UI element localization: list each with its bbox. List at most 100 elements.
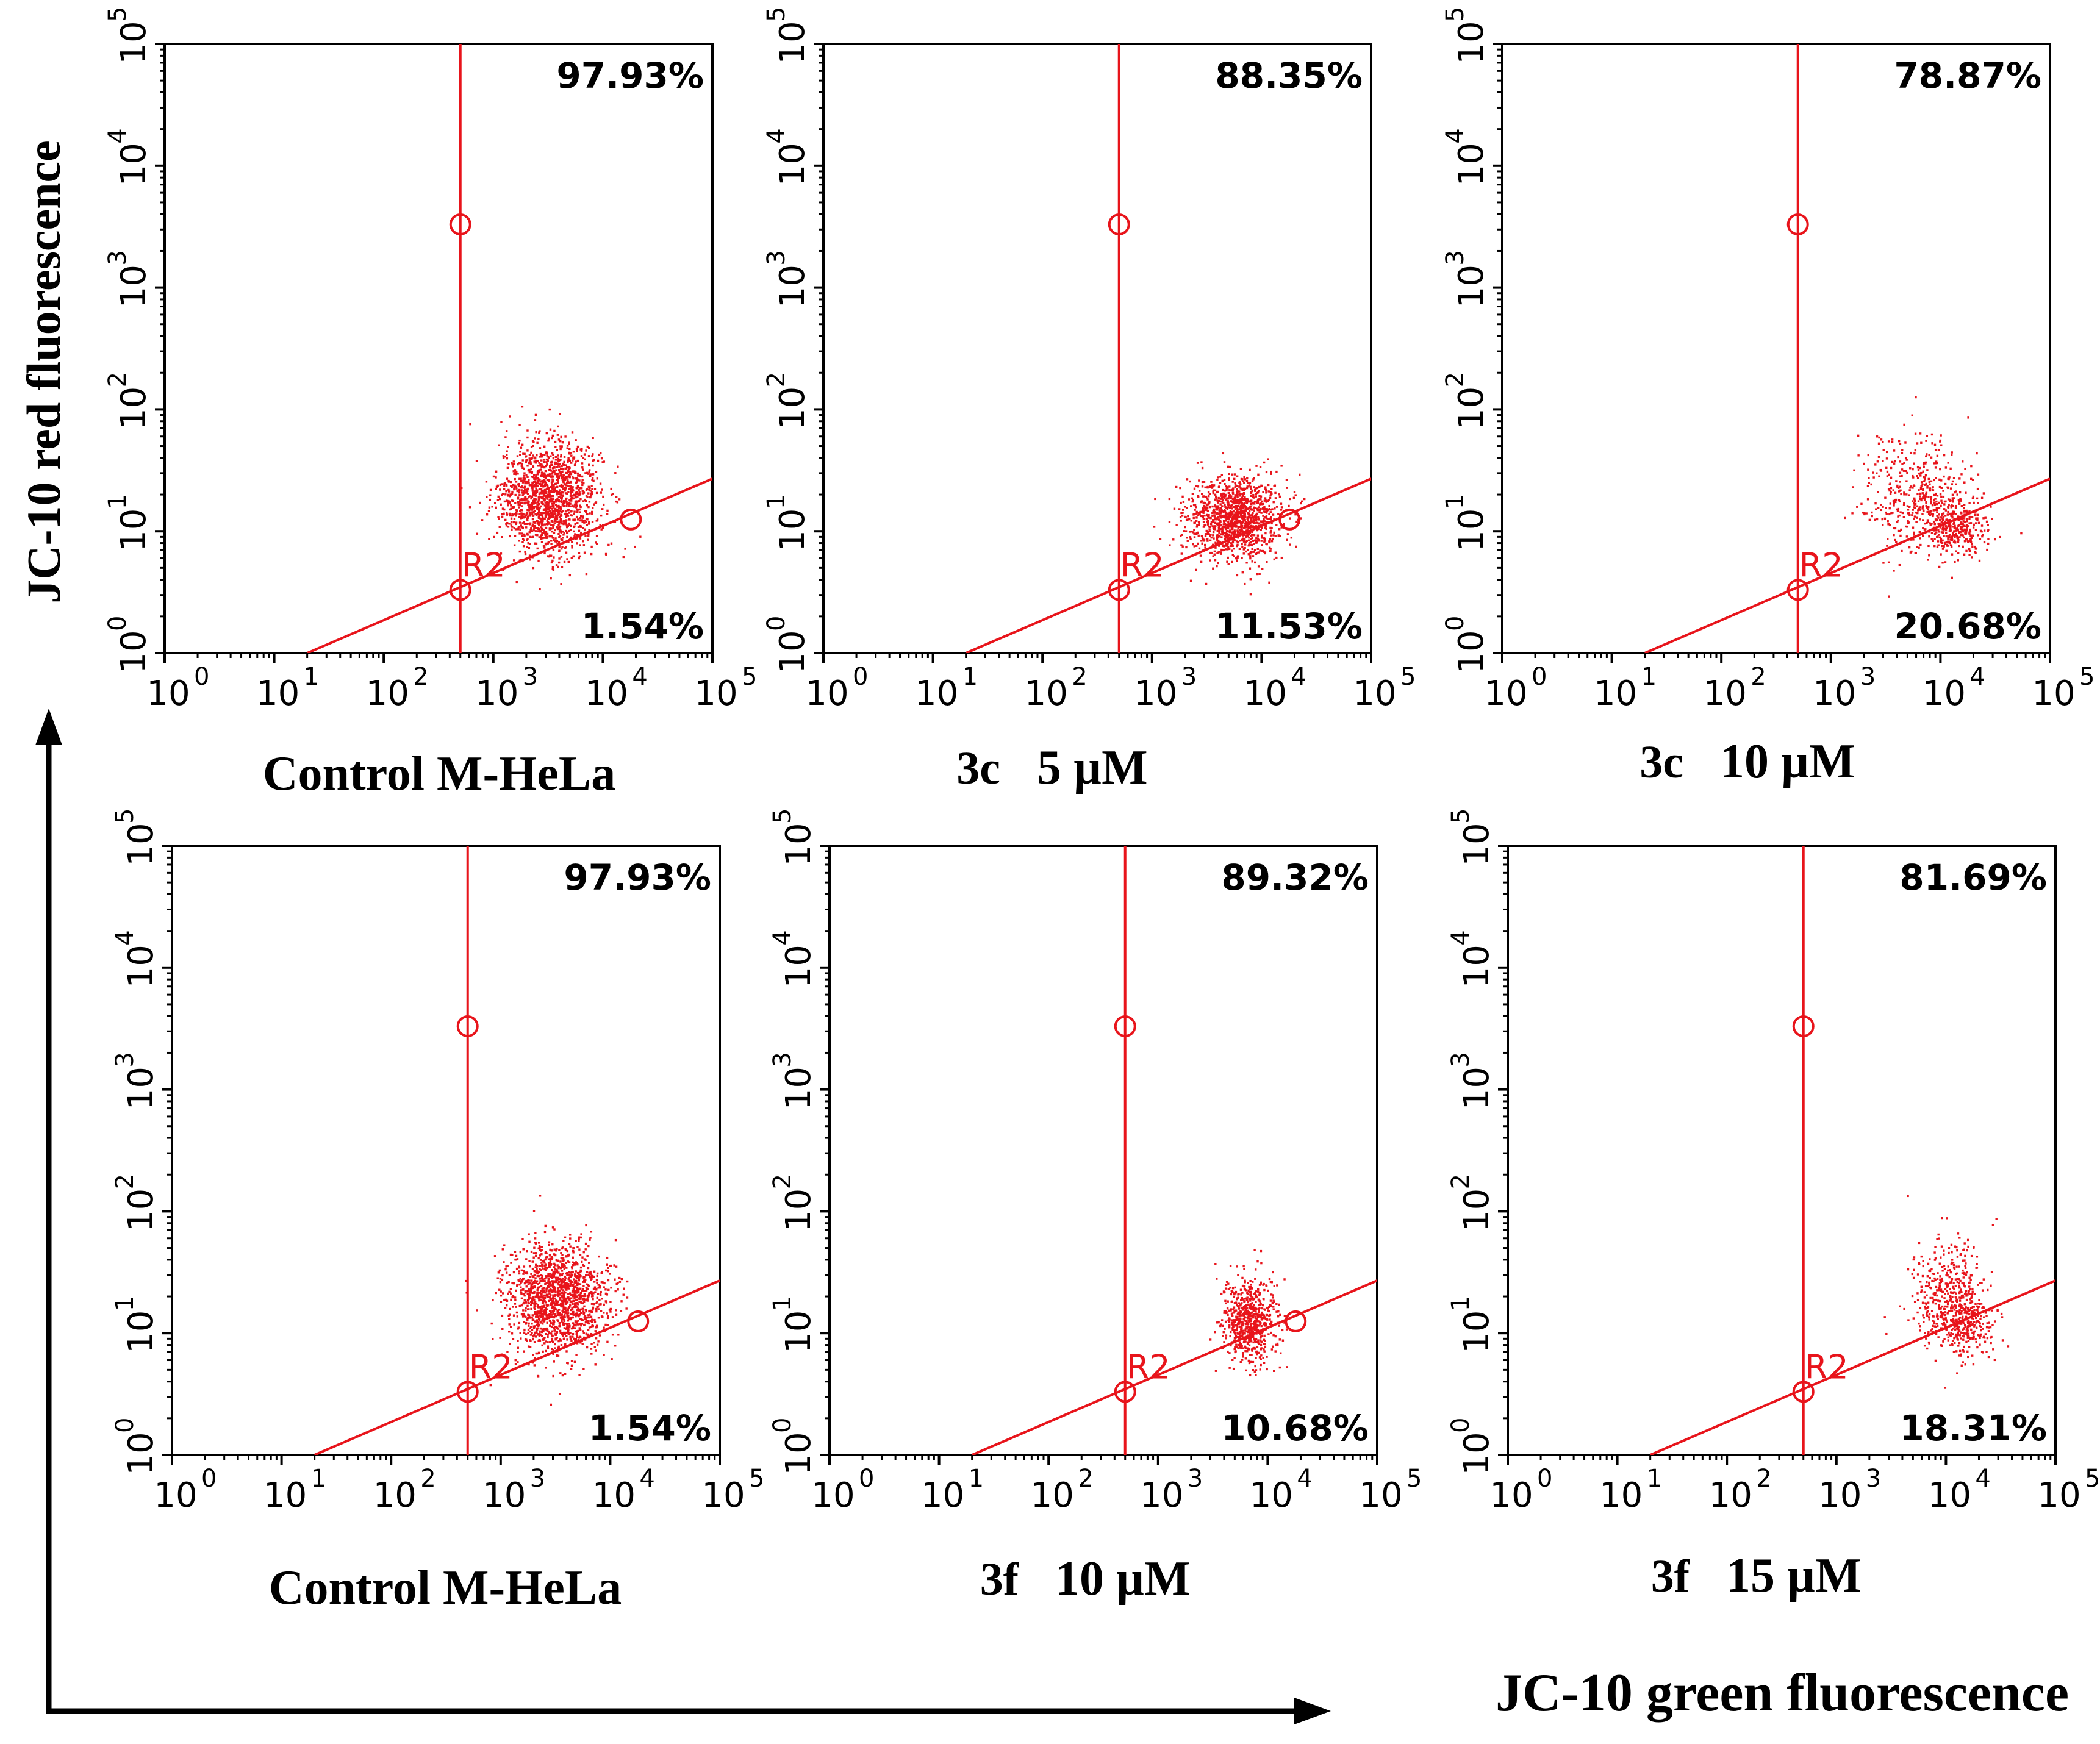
scatter-point xyxy=(1252,512,1254,515)
gate-handle[interactable] xyxy=(1108,213,1130,236)
gate-diagonal-line[interactable] xyxy=(306,477,712,653)
gate-handle[interactable] xyxy=(449,213,471,236)
scatter-point xyxy=(1239,513,1242,515)
scatter-point xyxy=(557,493,560,495)
scatter-point xyxy=(600,457,603,460)
scatter-point xyxy=(1993,538,1996,541)
scatter-point xyxy=(1233,524,1236,527)
scatter-point xyxy=(515,521,518,524)
scatter-point xyxy=(554,1303,557,1306)
scatter-point xyxy=(609,1310,612,1313)
scatter-point xyxy=(1214,505,1217,507)
scatter-point xyxy=(569,529,572,531)
scatter-point xyxy=(1913,499,1916,502)
scatter-points xyxy=(460,406,642,591)
scatter-point xyxy=(1944,561,1947,563)
scatter-point xyxy=(548,513,551,515)
scatter-point xyxy=(526,1340,528,1342)
scatter-point xyxy=(536,508,539,510)
scatter-point xyxy=(507,501,509,504)
y-tick-label: 10 xyxy=(121,1188,161,1232)
gate-diagonal-line[interactable] xyxy=(965,477,1371,653)
upper-gate-percent: 88.35% xyxy=(1215,55,1363,96)
gate-diagonal-line[interactable] xyxy=(1644,477,2050,653)
gate-handle[interactable] xyxy=(620,508,642,531)
scatter-point xyxy=(574,1295,576,1298)
scatter-point xyxy=(1938,565,1941,568)
scatter-point xyxy=(1968,548,1971,551)
scatter-point xyxy=(535,505,537,508)
scatter-point xyxy=(512,521,515,524)
scatter-point xyxy=(1230,542,1233,545)
scatter-point xyxy=(1279,535,1281,537)
scatter-point xyxy=(1911,512,1914,514)
scatter-point xyxy=(1920,471,1923,474)
scatter-point xyxy=(1227,465,1230,468)
scatter-point xyxy=(512,470,515,473)
scatter-point xyxy=(1936,495,1939,497)
gate-handle[interactable] xyxy=(1786,579,1809,601)
scatter-point xyxy=(508,1274,511,1276)
scatter-point xyxy=(1262,520,1264,523)
scatter-point xyxy=(1951,576,1953,579)
scatter-point xyxy=(1228,516,1231,518)
scatter-point xyxy=(1274,507,1276,510)
scatter-point xyxy=(1213,515,1216,518)
gate-handle[interactable] xyxy=(449,579,471,601)
gate-handle[interactable] xyxy=(1108,579,1130,601)
scatter-point xyxy=(585,573,588,576)
scatter-point xyxy=(1915,551,1917,554)
scatter-point xyxy=(517,527,520,529)
scatter-point xyxy=(600,1281,603,1284)
x-tick-exponent: 5 xyxy=(749,1465,764,1493)
scatter-point xyxy=(547,1274,550,1278)
scatter-point xyxy=(1244,546,1246,549)
scatter-point xyxy=(611,493,614,495)
scatter-point xyxy=(1222,452,1225,455)
scatter-point xyxy=(570,491,573,493)
scatter-point xyxy=(583,453,586,456)
scatter-point xyxy=(567,468,570,470)
scatter-point xyxy=(1876,435,1879,438)
scatter-point xyxy=(1227,556,1229,559)
scatter-point xyxy=(1220,527,1223,531)
x-tick-exponent: 4 xyxy=(639,1465,654,1493)
scatter-point xyxy=(577,1307,579,1310)
scatter-point xyxy=(557,425,559,428)
scatter-point xyxy=(1217,516,1220,518)
gate-handle[interactable] xyxy=(1786,213,1809,236)
scatter-point xyxy=(1233,548,1235,550)
gate-handle[interactable] xyxy=(1278,508,1301,531)
scatter-point xyxy=(572,1285,574,1287)
scatter-point xyxy=(495,485,498,488)
scatter-point xyxy=(1903,423,1905,426)
scatter-point xyxy=(1924,484,1926,486)
scatter-point xyxy=(1212,485,1214,488)
scatter-point xyxy=(1936,454,1939,457)
scatter-point xyxy=(582,527,585,529)
scatter-point xyxy=(1242,516,1245,520)
scatter-point xyxy=(1253,539,1256,542)
scatter-point xyxy=(1857,454,1860,457)
scatter-point xyxy=(581,516,584,519)
scatter-point xyxy=(548,487,550,489)
scatter-point xyxy=(518,1321,521,1324)
scatter-point xyxy=(537,504,540,507)
scatter-point xyxy=(564,520,567,523)
scatter-point xyxy=(551,516,554,518)
scatter-point xyxy=(572,486,574,488)
scatter-point xyxy=(564,513,567,516)
scatter-point xyxy=(531,484,533,486)
scatter-point xyxy=(558,516,561,518)
scatter-point xyxy=(561,1263,564,1266)
scatter-point xyxy=(1930,456,1933,459)
scatter-point xyxy=(545,1256,547,1259)
scatter-point xyxy=(1202,516,1205,518)
scatter-point xyxy=(567,509,569,512)
scatter-point xyxy=(520,515,523,518)
scatter-point xyxy=(507,493,509,496)
scatter-point xyxy=(547,456,550,458)
scatter-point xyxy=(531,1282,534,1284)
scatter-point xyxy=(1935,519,1937,522)
scatter-point xyxy=(1982,492,1985,495)
